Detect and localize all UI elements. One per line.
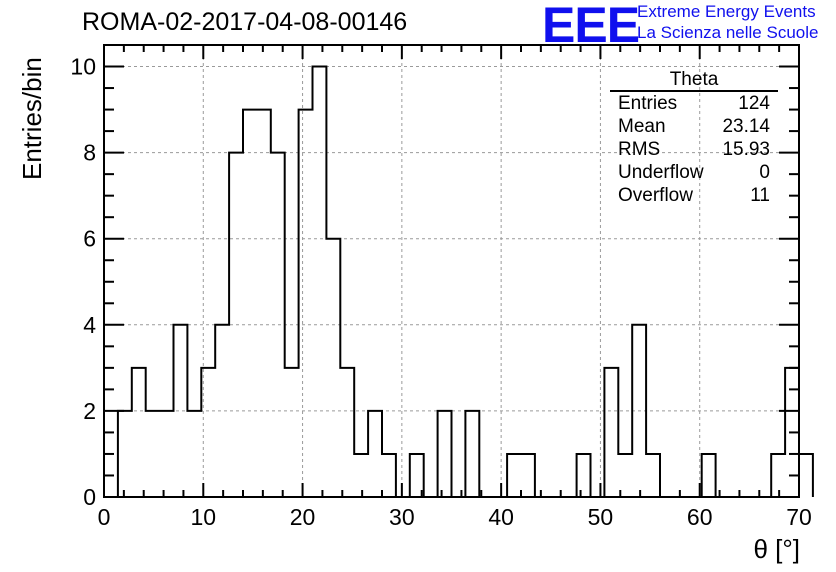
stats-label: Underflow (618, 162, 704, 183)
y-tick-label: 6 (83, 226, 96, 252)
x-tick-label: 60 (687, 504, 713, 530)
y-tick-label: 2 (83, 398, 96, 424)
y-tick-label: 8 (83, 140, 96, 166)
stats-value: 0 (759, 162, 770, 183)
stats-value: 11 (750, 185, 770, 206)
stats-title: Theta (610, 70, 778, 92)
tick-labels: 0 10 20 30 40 50 60 70 0 2 4 6 8 10 (70, 54, 811, 530)
plot-frame (103, 44, 800, 498)
stats-value: 124 (738, 93, 770, 114)
stats-label: RMS (618, 139, 661, 160)
y-tick-label: 10 (70, 54, 96, 80)
x-tick-label: 40 (488, 504, 514, 530)
y-tick-label: 0 (83, 484, 96, 510)
x-tick-label: 50 (588, 504, 614, 530)
y-tick-label: 4 (83, 312, 96, 338)
logo-line-2: La Scienza nelle Scuole (637, 23, 819, 42)
eee-logo: EEE (542, 0, 640, 53)
run-title: ROMA-02-2017-04-08-00146 (82, 8, 408, 36)
y-axis-label: Entries/bin (17, 57, 47, 180)
stats-row-entries: Entries 124 (610, 92, 778, 115)
x-tick-label: 30 (389, 504, 415, 530)
x-tick-label: 10 (190, 504, 216, 530)
logo-line-1: Extreme Energy Events (637, 2, 816, 21)
x-axis-label: θ [°] (753, 534, 800, 564)
x-tick-label: 0 (98, 504, 111, 530)
stats-value: 15.93 (722, 139, 770, 160)
stats-row-overflow: Overflow 11 (610, 184, 778, 207)
stats-label: Entries (618, 93, 678, 114)
stats-row-underflow: Underflow 0 (610, 161, 778, 184)
stats-value: 23.14 (722, 116, 770, 137)
stats-label: Overflow (618, 185, 693, 206)
stats-row-rms: RMS 15.93 (610, 138, 778, 161)
x-tick-label: 20 (290, 504, 316, 530)
stats-box: Theta Entries 124 Mean 23.14 RMS 15.93 U… (610, 70, 778, 207)
stats-label: Mean (618, 116, 666, 137)
x-tick-label: 70 (786, 504, 812, 530)
stats-row-mean: Mean 23.14 (610, 115, 778, 138)
